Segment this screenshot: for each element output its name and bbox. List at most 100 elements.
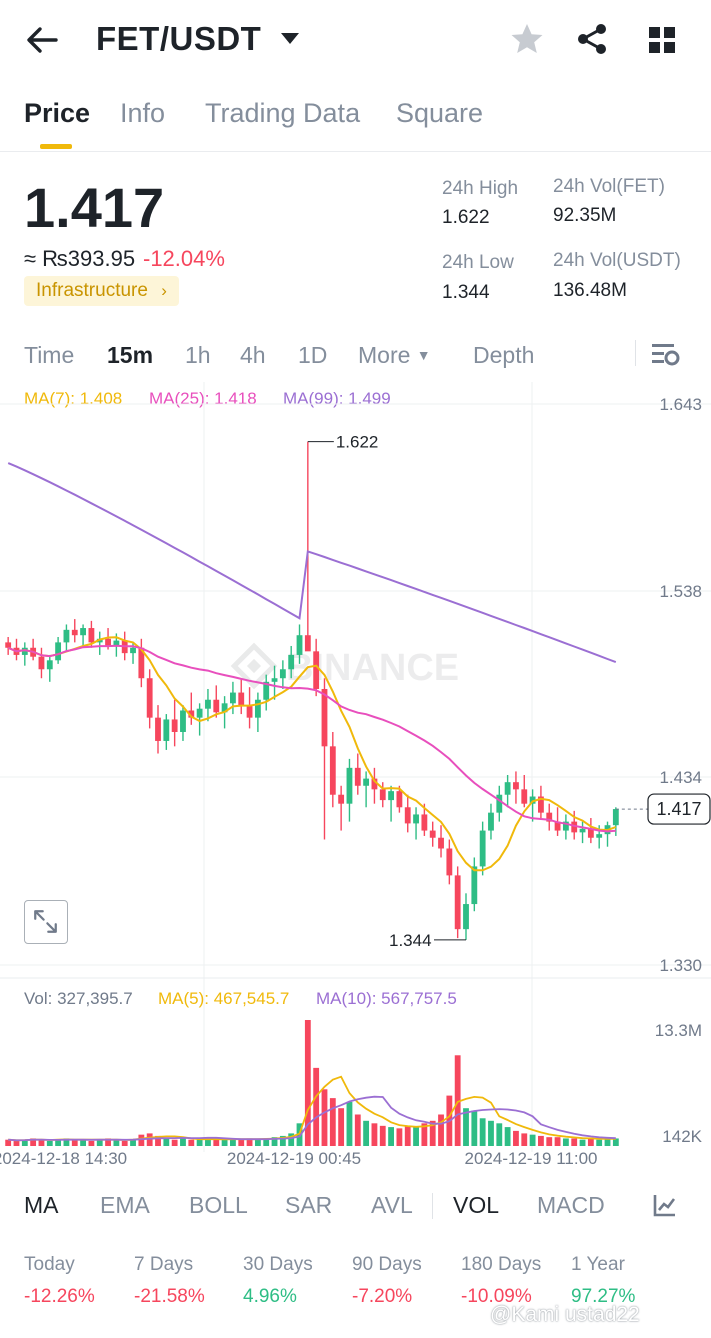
- volume-bar: [329, 1098, 336, 1146]
- volume-bar: [130, 1139, 136, 1146]
- candle: [388, 785, 394, 822]
- interval-time[interactable]: Time: [24, 342, 75, 368]
- grid-menu-icon[interactable]: [646, 24, 678, 56]
- indicator-ema[interactable]: EMA: [100, 1192, 150, 1218]
- performance-value: 4.96%: [243, 1286, 297, 1307]
- volume-bar: [421, 1123, 428, 1146]
- candle: [254, 692, 261, 732]
- volume-bar: [363, 1120, 370, 1146]
- last-price: 1.417: [24, 176, 165, 239]
- candle: [371, 767, 378, 804]
- candle: [71, 619, 78, 643]
- candle: [521, 775, 528, 808]
- indicator-avl[interactable]: AVL: [371, 1192, 413, 1218]
- indicator-vol[interactable]: VOL: [453, 1192, 500, 1218]
- x-tick-label: 2024-12-19 00:45: [227, 1149, 361, 1168]
- fullscreen-expand-icon[interactable]: [24, 900, 68, 944]
- candle: [171, 699, 178, 747]
- volume-bar: [321, 1089, 328, 1146]
- indicator-sar[interactable]: SAR: [285, 1192, 333, 1218]
- candle: [279, 660, 286, 689]
- volume-bar: [213, 1139, 220, 1146]
- candle: [354, 753, 361, 795]
- pair-title[interactable]: FET/USDT: [96, 20, 262, 57]
- share-icon[interactable]: [575, 22, 609, 56]
- candle: [313, 638, 320, 697]
- watermark-brand: BINANCE: [286, 647, 459, 689]
- volume-bar: [238, 1139, 245, 1146]
- volume-bar: [604, 1138, 611, 1146]
- candle: [546, 803, 553, 831]
- volume-bar: [562, 1138, 569, 1146]
- chart-settings-icon[interactable]: [648, 340, 680, 370]
- volume-bar: [188, 1139, 195, 1146]
- candle: [504, 775, 511, 808]
- volume-bar: [71, 1139, 78, 1146]
- volume-bar: [163, 1138, 170, 1146]
- tab-info[interactable]: Info: [120, 98, 166, 128]
- volume-bar: [587, 1138, 594, 1146]
- performance-label: 1 Year: [571, 1254, 625, 1275]
- indicator-settings-icon[interactable]: [652, 1192, 678, 1218]
- category-tag[interactable]: Infrastructure ›: [24, 276, 179, 306]
- star-icon[interactable]: [510, 22, 544, 56]
- candle: [429, 821, 436, 847]
- interval-4h[interactable]: 4h: [240, 342, 266, 368]
- candle: [379, 782, 386, 808]
- candle: [363, 771, 370, 808]
- candle: [529, 789, 536, 822]
- vol-ma5-legend: MA(5): 467,545.7: [158, 989, 290, 1008]
- candle: [205, 688, 211, 722]
- main-tabs: Price Info Trading Data Square: [0, 86, 711, 152]
- interval-15m[interactable]: 15m: [107, 342, 154, 368]
- candle: [163, 714, 170, 750]
- x-tick-label: 2024-12-18 14:30: [0, 1149, 127, 1168]
- volume-bar: [113, 1139, 120, 1146]
- candle: [604, 821, 611, 847]
- volume-bar: [371, 1123, 378, 1146]
- interval-more[interactable]: More ▼: [358, 342, 431, 369]
- chevron-right-icon: ›: [161, 281, 167, 300]
- ma7-legend: MA(7): 1.408: [24, 389, 123, 408]
- volume-bar: [271, 1137, 278, 1146]
- volume-bar: [504, 1127, 511, 1146]
- candle: [463, 893, 469, 940]
- tab-trading-data[interactable]: Trading Data: [205, 98, 361, 128]
- volume-bar: [13, 1140, 20, 1146]
- candle: [321, 678, 328, 840]
- depth-toggle[interactable]: Depth: [473, 342, 535, 368]
- volume-bar: [304, 1020, 311, 1146]
- top-bar: FET/USDT: [0, 0, 711, 80]
- candle: [213, 685, 220, 718]
- volume-bar: [429, 1120, 436, 1146]
- volume-bar: [521, 1133, 528, 1146]
- volume-bar: [155, 1135, 161, 1146]
- volume-bar: [296, 1123, 303, 1146]
- caret-down-icon[interactable]: [280, 31, 300, 45]
- candle: [230, 681, 236, 715]
- tab-price[interactable]: Price: [24, 98, 91, 128]
- volume-bar: [463, 1108, 469, 1146]
- indicator-ma[interactable]: MA: [24, 1192, 59, 1218]
- tab-square[interactable]: Square: [396, 98, 484, 128]
- indicator-macd[interactable]: MACD: [537, 1192, 605, 1218]
- y-axis-ticks: 1.643 1.538 1.434 1.330: [659, 395, 702, 975]
- vol-ma10-line: [8, 1095, 616, 1142]
- interval-1h[interactable]: 1h: [185, 342, 211, 368]
- volume-bar: [230, 1138, 236, 1146]
- interval-1d[interactable]: 1D: [298, 342, 328, 368]
- back-arrow-icon[interactable]: [24, 22, 60, 58]
- candle: [471, 857, 478, 912]
- volume-bar: [488, 1120, 494, 1146]
- vol-quote-value: 136.48M: [553, 280, 627, 301]
- indicator-boll[interactable]: BOLL: [189, 1192, 248, 1218]
- volume-bar: [38, 1139, 45, 1146]
- volume-bar: [546, 1137, 553, 1146]
- user-watermark: @Kami ustad22: [490, 1303, 640, 1326]
- candle: [196, 703, 203, 736]
- x-axis-ticks: 2024-12-18 14:30 2024-12-19 00:45 2024-12-…: [0, 1149, 597, 1168]
- candle: [55, 637, 62, 664]
- volume-bar: [279, 1135, 286, 1146]
- candle: [296, 624, 303, 664]
